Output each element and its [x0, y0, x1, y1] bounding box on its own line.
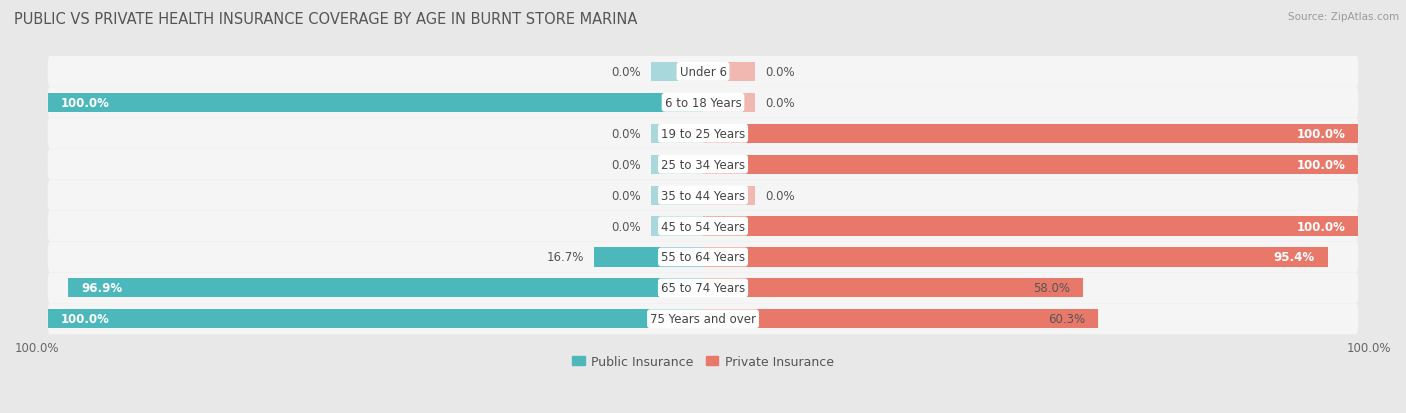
Bar [651, 217, 703, 236]
Bar [703, 279, 1083, 298]
Bar [703, 186, 755, 205]
Bar [651, 124, 703, 143]
Text: 100.0%: 100.0% [1296, 128, 1346, 140]
FancyBboxPatch shape [48, 273, 1358, 304]
FancyBboxPatch shape [48, 304, 1358, 335]
Text: 58.0%: 58.0% [1033, 282, 1070, 294]
Bar [703, 93, 755, 113]
Bar [651, 186, 703, 205]
Text: 55 to 64 Years: 55 to 64 Years [661, 251, 745, 264]
Text: Source: ZipAtlas.com: Source: ZipAtlas.com [1288, 12, 1399, 22]
Text: 100.0%: 100.0% [1296, 220, 1346, 233]
FancyBboxPatch shape [48, 57, 1358, 88]
Text: 100.0%: 100.0% [15, 341, 59, 354]
Text: 45 to 54 Years: 45 to 54 Years [661, 220, 745, 233]
Bar [67, 279, 703, 298]
Bar [703, 217, 1358, 236]
Text: 0.0%: 0.0% [612, 158, 641, 171]
Text: 100.0%: 100.0% [1296, 158, 1346, 171]
FancyBboxPatch shape [48, 211, 1358, 242]
Text: PUBLIC VS PRIVATE HEALTH INSURANCE COVERAGE BY AGE IN BURNT STORE MARINA: PUBLIC VS PRIVATE HEALTH INSURANCE COVER… [14, 12, 637, 27]
Bar [48, 309, 703, 329]
Text: 60.3%: 60.3% [1047, 313, 1085, 325]
FancyBboxPatch shape [48, 180, 1358, 211]
Text: 0.0%: 0.0% [612, 128, 641, 140]
Text: 0.0%: 0.0% [765, 97, 794, 109]
Bar [703, 63, 755, 82]
Bar [703, 248, 1329, 267]
Text: 19 to 25 Years: 19 to 25 Years [661, 128, 745, 140]
Bar [703, 124, 1358, 143]
FancyBboxPatch shape [48, 88, 1358, 119]
Text: 35 to 44 Years: 35 to 44 Years [661, 189, 745, 202]
Text: 0.0%: 0.0% [612, 189, 641, 202]
Text: 16.7%: 16.7% [547, 251, 583, 264]
Text: 0.0%: 0.0% [612, 66, 641, 78]
Text: 6 to 18 Years: 6 to 18 Years [665, 97, 741, 109]
Text: Under 6: Under 6 [679, 66, 727, 78]
Text: 96.9%: 96.9% [82, 282, 122, 294]
Bar [651, 63, 703, 82]
Bar [703, 155, 1358, 174]
FancyBboxPatch shape [48, 242, 1358, 273]
Bar [703, 309, 1098, 329]
FancyBboxPatch shape [48, 119, 1358, 150]
Text: 100.0%: 100.0% [60, 97, 110, 109]
Text: 65 to 74 Years: 65 to 74 Years [661, 282, 745, 294]
Text: 25 to 34 Years: 25 to 34 Years [661, 158, 745, 171]
Text: 0.0%: 0.0% [612, 220, 641, 233]
Text: 75 Years and over: 75 Years and over [650, 313, 756, 325]
Text: 100.0%: 100.0% [60, 313, 110, 325]
Text: 0.0%: 0.0% [765, 189, 794, 202]
Bar [651, 155, 703, 174]
Text: 0.0%: 0.0% [765, 66, 794, 78]
Text: 100.0%: 100.0% [1347, 341, 1391, 354]
Bar [48, 93, 703, 113]
Bar [593, 248, 703, 267]
FancyBboxPatch shape [48, 150, 1358, 180]
Text: 95.4%: 95.4% [1274, 251, 1315, 264]
Legend: Public Insurance, Private Insurance: Public Insurance, Private Insurance [567, 350, 839, 373]
